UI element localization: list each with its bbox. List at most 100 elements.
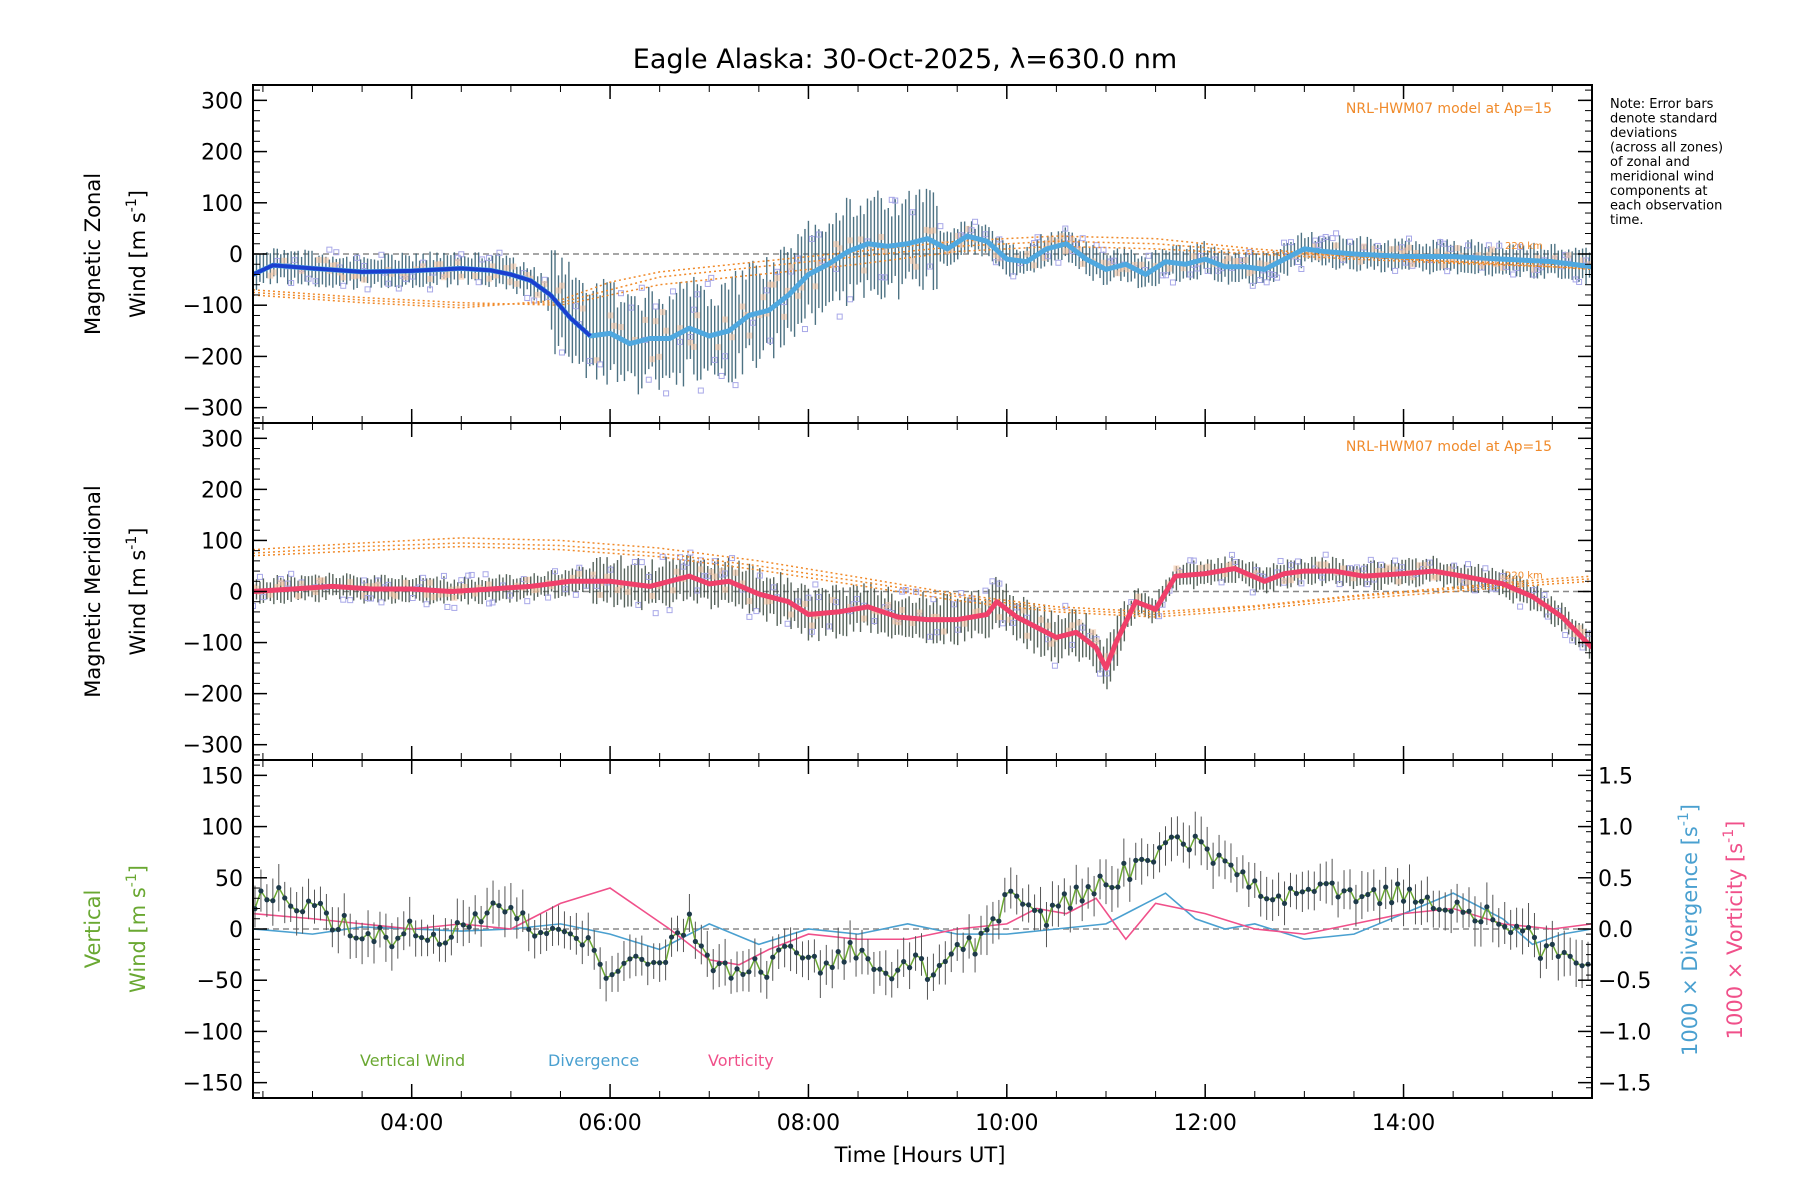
zone-sample [1430,574,1437,581]
vertical-wind-point [270,898,276,904]
zone-sample [597,591,604,598]
vertical-wind-point [323,910,329,916]
zone-sample [770,281,777,288]
y-tick-label: −200 [183,345,243,370]
vertical-wind-point [1412,899,1419,905]
vertical-wind-point [1502,924,1508,930]
zone-sample [402,579,409,586]
vertical-wind-point [1329,880,1335,886]
zone-sample [1360,565,1367,572]
vertical-axis-title-line2: Wind [m s-1] [124,865,150,993]
zone-sample [774,275,781,282]
zone-sample [1076,247,1083,254]
zone-sample [836,245,843,252]
zone-sample [1399,564,1406,571]
zone-sample [1392,267,1399,274]
right-tick-label: −1.5 [1598,1072,1651,1097]
zone-sample [597,361,604,368]
vertical-wind-point [1222,858,1228,864]
vertical-wind-point [663,959,669,965]
zone-sample [881,274,888,281]
vertical-wind-point [1579,963,1585,969]
zone-sample [638,284,645,291]
vertical-wind-point [329,927,335,933]
vertical-wind-point [1371,887,1377,893]
zone-sample [1510,271,1517,278]
zone-sample [860,267,867,274]
zone-sample [666,607,673,614]
zone-sample [909,209,916,216]
zone-sample [468,571,475,578]
zone-sample [288,570,295,577]
zone-sample [1433,574,1440,581]
zone-sample [288,280,295,287]
legend-vertical-wind: Vertical Wind [360,1051,465,1070]
vertical-wind-point [1139,856,1145,862]
meridional-axis-title-line2: Wind [m s-1] [124,528,150,656]
vertical-wind-point [1020,901,1026,907]
vertical-axis-title-line1: Vertical [81,890,105,969]
zone-sample [972,218,979,225]
model-label: NRL-HWM07 model at Ap=15 [1346,101,1552,117]
zone-sample [690,306,697,313]
zone-sample [378,251,385,258]
zone-sample [1093,242,1100,249]
vertical-wind-point [1275,893,1282,899]
vertical-wind-point [740,971,746,978]
zone-sample [1360,243,1367,250]
meridional-wind-panel: NRL-HWM07 model at Ap=15 220 km −300 −200 −1… [81,422,1593,761]
note-line: components at [1610,184,1708,199]
zonal-plot-area [253,188,1592,397]
zone-sample [690,343,697,350]
vertical-wind-point [960,946,966,952]
zone-sample [1281,577,1288,584]
zone-sample [1048,640,1055,647]
zone-sample [739,580,746,587]
vertical-wind-point [490,900,496,906]
vertical-wind-point [1305,886,1311,892]
zone-sample [933,629,940,636]
zone-sample [451,594,458,601]
vertical-wind-point [1335,894,1341,900]
zone-sample [1576,278,1583,285]
y-tick-label: 0 [229,243,243,268]
zone-sample [1263,279,1270,286]
zone-sample [649,592,656,599]
zone-sample [788,263,795,270]
note-line: (across all zones) [1610,141,1723,156]
vertical-wind-point [311,902,318,909]
zone-sample [1294,258,1301,265]
y-tick-label: 300 [201,89,243,114]
zone-sample [1537,264,1544,271]
zone-sample [951,601,958,608]
zone-sample [1069,622,1076,629]
vertical-wind-point [1121,860,1127,866]
zone-sample [649,356,656,363]
zone-sample [722,316,729,323]
zone-sample [350,273,357,280]
vertical-wind-point [645,961,651,967]
zone-sample [1041,254,1048,261]
vertical-wind-point [1264,896,1270,902]
zone-sample [1055,259,1062,266]
zone-sample [1402,259,1409,266]
vertical-wind-point [1085,884,1091,890]
zone-sample [361,592,368,599]
vertical-wind-point [1156,845,1163,851]
zone-sample [1100,259,1107,266]
divergence-axis-title: 1000 × Divergence [s-1] [1676,804,1702,1056]
zone-sample [444,603,451,610]
vertical-wind-point [1204,846,1210,852]
zone-sample [1482,259,1489,266]
vertical-wind-point [508,904,514,911]
vertical-wind-point [889,976,895,982]
zone-sample [1079,624,1086,631]
note-line: meridional wind [1610,170,1714,185]
zone-sample [847,604,854,611]
zone-sample [815,594,822,601]
zone-sample [1079,235,1086,242]
zone-sample [569,574,576,581]
vertical-wind-point [430,931,437,937]
zone-sample [878,233,885,240]
zone-sample [1485,251,1492,258]
